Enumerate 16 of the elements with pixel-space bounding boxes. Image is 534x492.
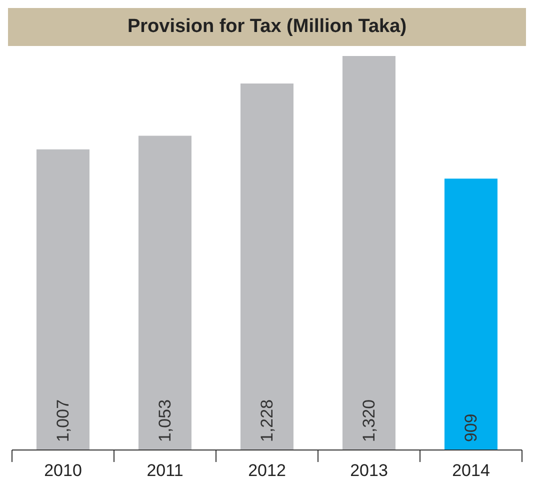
- x-tick-label: 2014: [452, 461, 490, 480]
- x-tick-label: 2012: [248, 461, 286, 480]
- data-label: 909: [461, 414, 480, 442]
- bar: [36, 149, 90, 450]
- x-tick-label: 2013: [350, 461, 388, 480]
- data-label: 1,228: [257, 399, 276, 442]
- bar: [240, 83, 294, 450]
- x-tick-label: 2010: [44, 461, 82, 480]
- data-label: 1,007: [53, 399, 72, 442]
- data-label: 1,320: [359, 399, 378, 442]
- bar: [444, 178, 498, 450]
- data-label: 1,053: [155, 399, 174, 442]
- chart-title: Provision for Tax (Million Taka): [8, 8, 526, 46]
- bar: [138, 136, 192, 450]
- x-tick-label: 2011: [146, 461, 184, 480]
- bar: [342, 56, 396, 450]
